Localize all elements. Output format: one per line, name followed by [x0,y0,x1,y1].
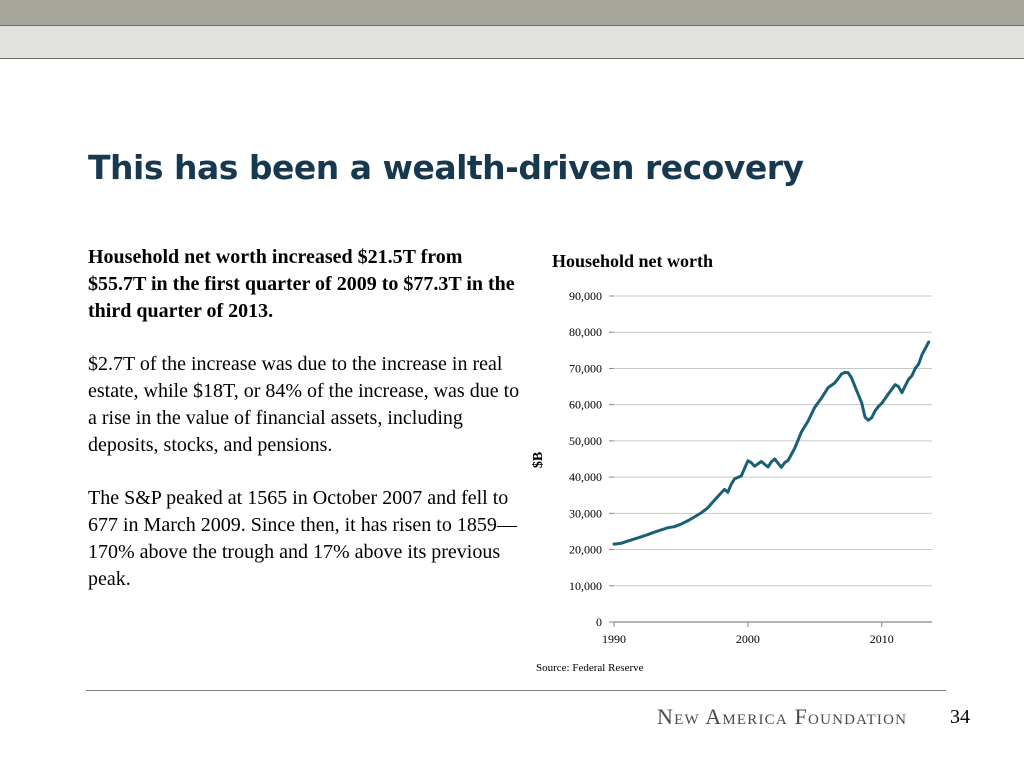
x-tick-label: 2000 [736,632,760,646]
header-band [0,0,1024,25]
header-strip [0,25,1024,59]
y-axis-label: $B [531,452,546,468]
x-tick-label: 2010 [870,632,894,646]
page-number: 34 [950,706,970,728]
y-tick-label: 30,000 [569,506,602,520]
y-axis-ticks: 0 10,000 20,000 30,000 40,000 50,000 60,000 70,… [569,289,614,629]
x-tick-label: 1990 [602,632,626,646]
y-tick-label: 80,000 [569,325,602,339]
series-net-worth [612,340,931,546]
slide-title: This has been a wealth-driven recovery [88,148,804,187]
chart-source: Source: Federal Reserve [536,662,644,674]
footer-divider [86,690,946,691]
paragraph-net-worth: Household net worth increased $21.5T fro… [88,246,515,322]
y-tick-label: 0 [596,615,602,629]
net-worth-chart: Household net worth 0 10,000 20,000 30,000 4… [531,251,932,674]
y-tick-label: 50,000 [569,434,602,448]
y-tick-label: 40,000 [569,470,602,484]
y-tick-label: 20,000 [569,543,602,557]
chart-title: Household net worth [552,251,713,271]
y-tick-label: 10,000 [569,579,602,593]
x-axis-ticks: 1990 2000 2010 [602,622,894,646]
paragraph-sp500: The S&P peaked at 1565 in October 2007 a… [88,487,517,590]
y-tick-label: 70,000 [569,361,602,375]
body-text: Household net worth increased $21.5T fro… [88,244,520,619]
paragraph-real-estate: $2.7T of the increase was due to the inc… [88,353,520,456]
grid-lines [614,295,932,587]
brand-logo: New America Foundation [657,704,908,729]
series-line [612,340,931,546]
y-tick-label: 90,000 [569,289,602,303]
y-tick-label: 60,000 [569,398,602,412]
